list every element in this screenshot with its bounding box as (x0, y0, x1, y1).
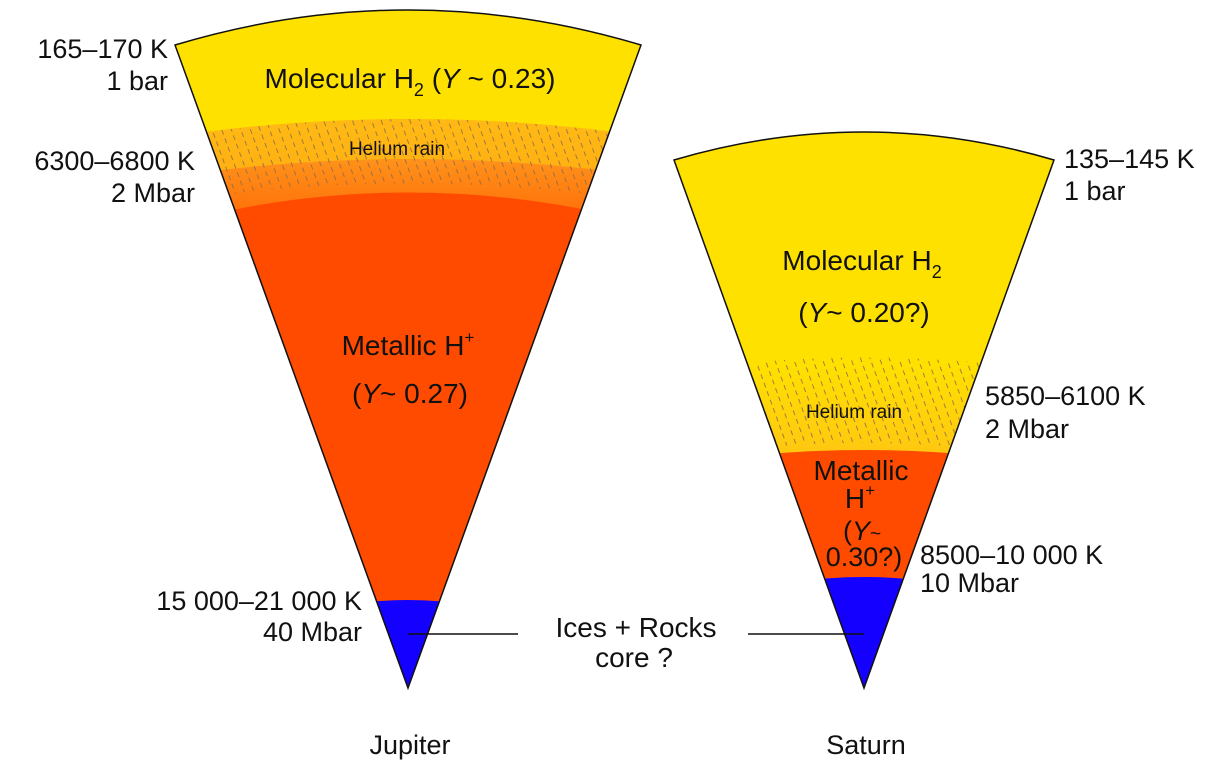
saturn-metallic-line1: Metallic (814, 455, 909, 486)
jupiter-core-temp: 15 000–21 000 K (156, 586, 362, 616)
core-label-line1: Ices + Rocks (555, 612, 716, 643)
saturn-name: Saturn (826, 730, 906, 760)
saturn-top-temp: 135–145 K (1064, 144, 1195, 174)
jupiter-name: Jupiter (369, 730, 450, 760)
saturn-metallic-y: (Y~ (843, 516, 881, 546)
jupiter-metallic-y: (Y~ 0.27) (352, 378, 468, 409)
jupiter-top-press: 1 bar (106, 66, 168, 96)
jupiter-rain-label: Helium rain (349, 139, 445, 160)
saturn-rain-temp: 5850–6100 K (985, 381, 1146, 411)
saturn-top-press: 1 bar (1064, 176, 1126, 206)
saturn-outline (673, 131, 1055, 691)
saturn-core-press: 10 Mbar (920, 568, 1019, 598)
saturn-rain-press: 2 Mbar (985, 414, 1069, 444)
saturn-molecular-y: (Y~ 0.20?) (798, 297, 930, 328)
jupiter-outline (174, 9, 642, 691)
saturn-core (760, 577, 968, 688)
saturn-metallic-y-value: 0.30?) (826, 542, 903, 572)
jupiter-top-temp: 165–170 K (37, 34, 168, 64)
jupiter-rain-press: 2 Mbar (111, 178, 195, 208)
core-label-line2: core ? (595, 642, 673, 673)
jupiter-rain-hatching (175, 119, 641, 205)
saturn-metallic-line2: H+ (845, 481, 875, 514)
saturn-molecular-label: Molecular H2 (782, 245, 941, 282)
saturn-rain-label: Helium rain (806, 402, 902, 423)
jupiter-rain-temp: 6300–6800 K (34, 146, 195, 176)
jupiter-metallic-label: Metallic H+ (342, 328, 475, 361)
saturn-core-temp: 8500–10 000 K (920, 540, 1103, 570)
jupiter-core-press: 40 Mbar (263, 617, 362, 647)
jupiter-molecular-label: Molecular H2 (Y ~ 0.23) (265, 63, 556, 100)
